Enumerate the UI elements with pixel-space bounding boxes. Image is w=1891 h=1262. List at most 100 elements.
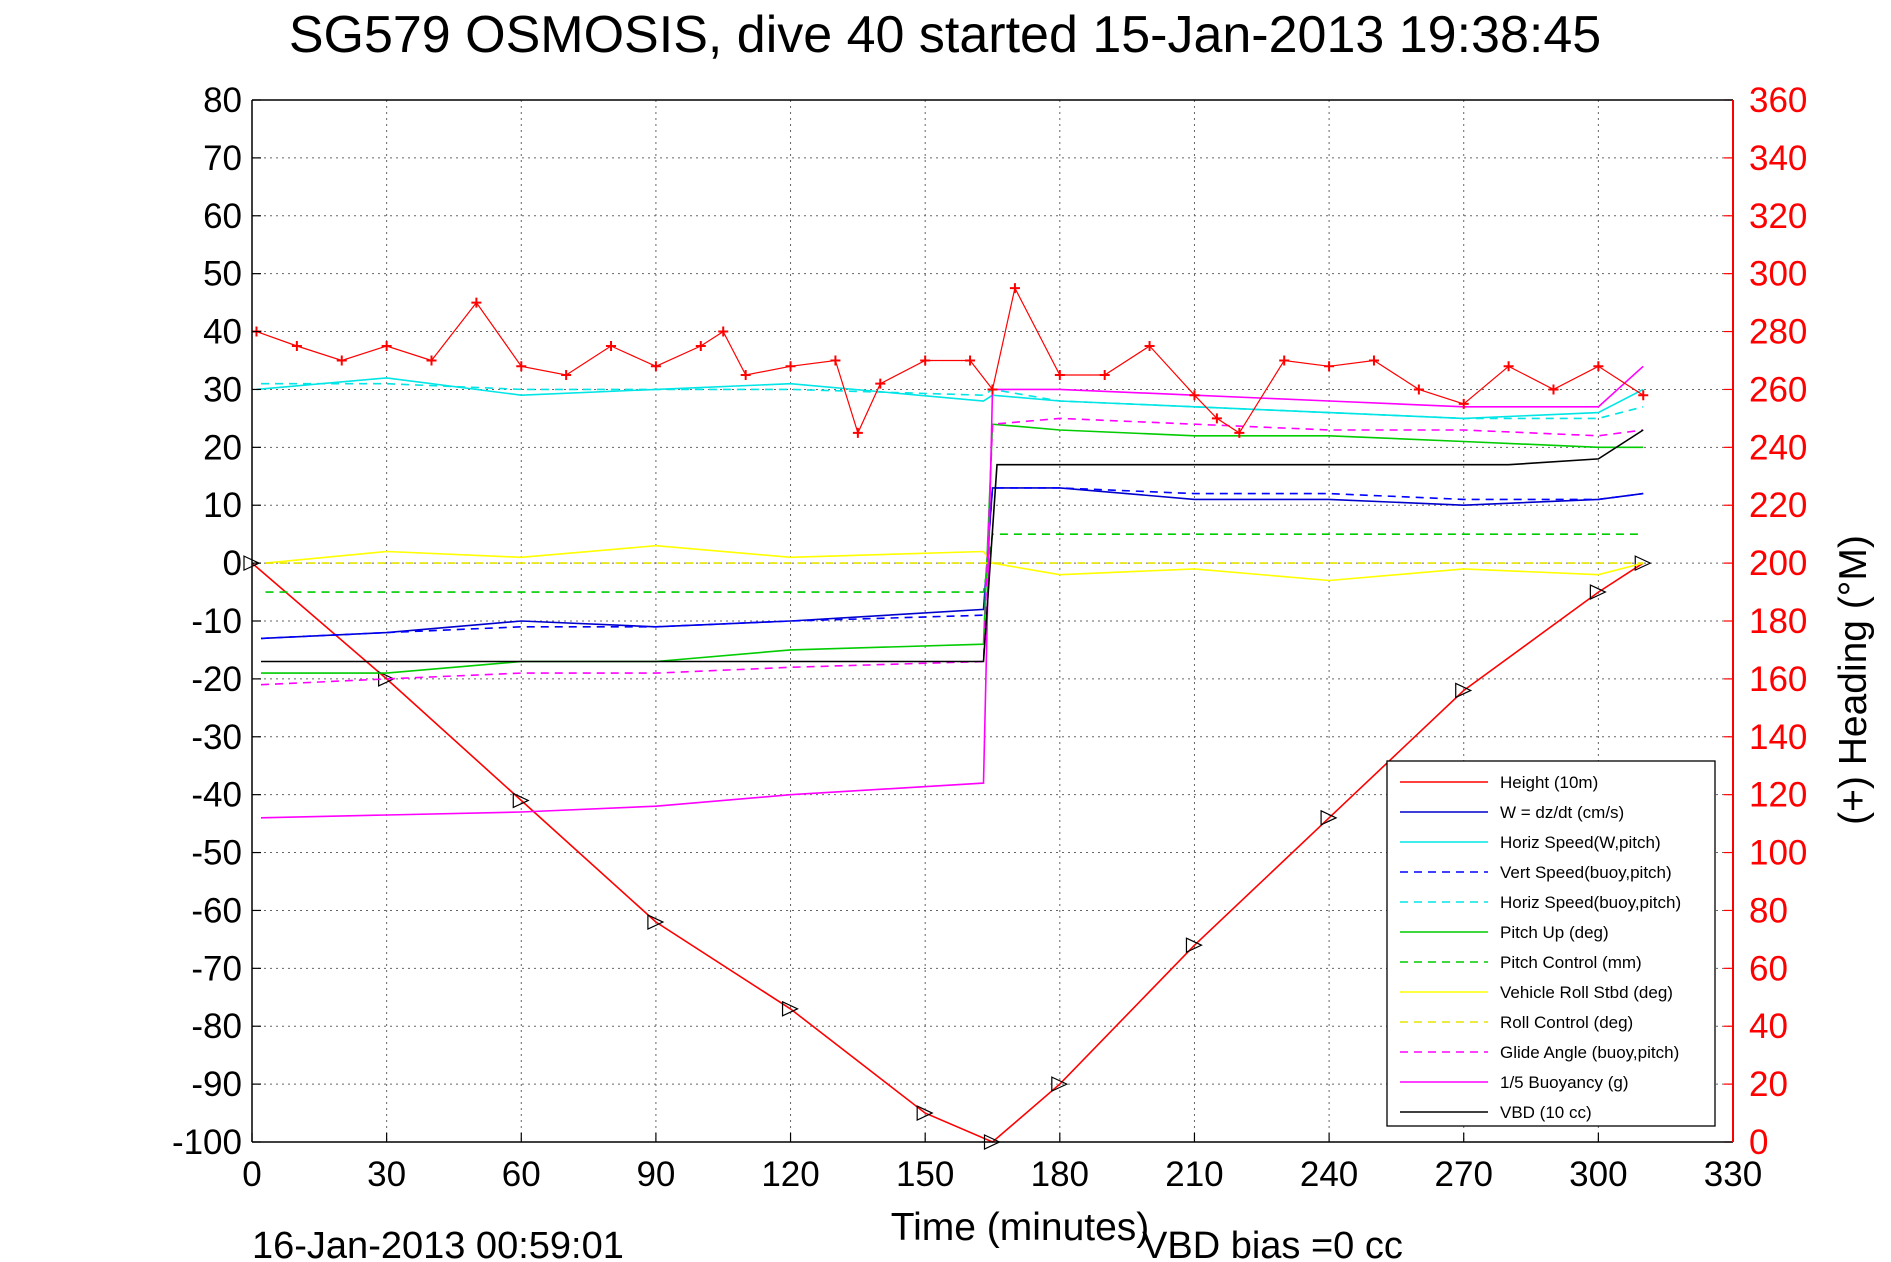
y-tick-label: -40 xyxy=(191,776,242,815)
legend: Height (10m) W = dz/dt (cm/s) Horiz Speed(… xyxy=(1386,760,1716,1127)
axes xyxy=(251,99,1734,1143)
series-line-w-dz-dt-cm-s xyxy=(260,487,1644,640)
y-tick-label: -60 xyxy=(191,891,242,930)
heading-point xyxy=(987,384,998,395)
x-tick-label: 120 xyxy=(761,1155,819,1194)
y2-tick-label: 80 xyxy=(1749,891,1788,930)
tick-labels: 0 30 60 90 120 150 180 210 240 270 300 330807060504… xyxy=(172,81,1807,1194)
heading-point xyxy=(920,355,931,366)
y2-tick-label: 360 xyxy=(1749,81,1807,120)
y-tick-label: -30 xyxy=(191,718,242,757)
y2-tick-label: 140 xyxy=(1749,718,1807,757)
height-point-marker xyxy=(647,914,665,930)
height-point-marker xyxy=(916,1105,934,1122)
heading-point xyxy=(1413,384,1424,395)
heading-line xyxy=(256,286,1644,435)
y2-tick-label: 100 xyxy=(1749,834,1807,873)
heading-point xyxy=(1144,341,1155,352)
heading-point xyxy=(1189,390,1200,401)
legend-label: Glide Angle (buoy,pitch) xyxy=(1500,1043,1679,1062)
y2-tick-label: 180 xyxy=(1749,602,1807,641)
series-line-vbd-10-cc xyxy=(261,429,1644,663)
heading-point xyxy=(718,326,729,337)
heading-point xyxy=(1234,427,1245,438)
x-tick-label: 210 xyxy=(1165,1155,1223,1194)
heading-point xyxy=(1009,283,1020,294)
heading-point xyxy=(561,369,572,380)
heading-point xyxy=(1503,361,1514,372)
y-tick-label: 50 xyxy=(203,255,242,294)
legend-label: 1/5 Buoyancy (g) xyxy=(1500,1073,1629,1092)
x-tick-label: 60 xyxy=(502,1155,541,1194)
x-tick-label: 30 xyxy=(367,1155,406,1194)
legend-label: Pitch Control (mm) xyxy=(1500,953,1642,972)
grid xyxy=(252,100,1733,1142)
y2-tick-label: 20 xyxy=(1749,1065,1788,1104)
heading-point xyxy=(965,355,976,366)
y-tick-label: -90 xyxy=(191,1065,242,1104)
height-point-marker xyxy=(1320,809,1338,826)
heading-point xyxy=(426,355,437,366)
heading-point xyxy=(516,361,527,372)
heading-point xyxy=(1324,361,1335,372)
heading-point xyxy=(695,341,706,352)
heading-point xyxy=(1211,413,1222,424)
legend-label: Horiz Speed(W,pitch) xyxy=(1500,833,1661,852)
series-line-glide-angle-buoy-pitch xyxy=(260,417,1644,686)
series-line-pitch-up-deg xyxy=(261,423,1644,674)
y2-tick-label: 120 xyxy=(1749,776,1807,815)
y2-tick-label: 300 xyxy=(1749,255,1807,294)
y2-axis-label: (+) Heading (°M) xyxy=(1832,535,1875,825)
legend-label: Height (10m) xyxy=(1500,773,1598,792)
legend-label: VBD (10 cc) xyxy=(1500,1103,1592,1122)
x-tick-label: 330 xyxy=(1704,1155,1762,1194)
y-tick-label: 40 xyxy=(203,313,242,352)
heading-point xyxy=(336,355,347,366)
y-tick-label: 0 xyxy=(223,544,242,583)
y-tick-label: 80 xyxy=(203,81,242,120)
legend-label: Vert Speed(buoy,pitch) xyxy=(1500,863,1672,882)
y2-tick-label: 280 xyxy=(1749,313,1807,352)
legend-label: Horiz Speed(buoy,pitch) xyxy=(1500,893,1681,912)
x-tick-label: 270 xyxy=(1435,1155,1493,1194)
height-point-marker xyxy=(1185,937,1203,954)
series-line-vert-speed-buoy-pitch xyxy=(260,487,1644,640)
x-tick-label: 300 xyxy=(1569,1155,1627,1194)
heading-point xyxy=(1054,369,1065,380)
series-line-horiz-speed-w-pitch xyxy=(256,377,1644,420)
legend-box xyxy=(1386,760,1716,1127)
heading-point xyxy=(830,355,841,366)
y-tick-label: -80 xyxy=(191,1007,242,1046)
y2-tick-label: 220 xyxy=(1749,486,1807,525)
heading-point xyxy=(606,341,617,352)
heading-point xyxy=(740,369,751,380)
heading-point xyxy=(875,378,886,389)
y-tick-label: -50 xyxy=(191,834,242,873)
x-tick-label: 240 xyxy=(1300,1155,1358,1194)
heading-point xyxy=(650,361,661,372)
y2-tick-label: 200 xyxy=(1749,544,1807,583)
height-point-marker xyxy=(1589,584,1607,600)
x-tick-label: 90 xyxy=(636,1155,675,1194)
heading-point xyxy=(471,297,482,308)
series-line-1-5-buoyancy-g xyxy=(260,365,1644,819)
y2-tick-label: 40 xyxy=(1749,1007,1788,1046)
legend-label: W = dz/dt (cm/s) xyxy=(1500,803,1624,822)
y2-tick-label: 240 xyxy=(1749,428,1807,467)
height-point-marker xyxy=(1634,555,1652,572)
series-layer xyxy=(243,283,1652,1150)
y-tick-label: -70 xyxy=(191,949,242,988)
heading-point xyxy=(1099,369,1110,380)
height-point-marker xyxy=(1051,1076,1069,1093)
x-tick-label: 0 xyxy=(242,1155,261,1194)
heading-point xyxy=(381,341,392,352)
legend-label: Pitch Up (deg) xyxy=(1500,923,1609,942)
y-tick-label: -100 xyxy=(172,1123,242,1162)
y-tick-label: 20 xyxy=(203,428,242,467)
height-point-marker xyxy=(781,1000,799,1017)
heading-point xyxy=(852,427,863,438)
legend-label: Roll Control (deg) xyxy=(1500,1013,1633,1032)
vbd-bias: VBD bias =0 cc xyxy=(1142,1225,1403,1262)
height-point-marker xyxy=(1455,682,1473,699)
